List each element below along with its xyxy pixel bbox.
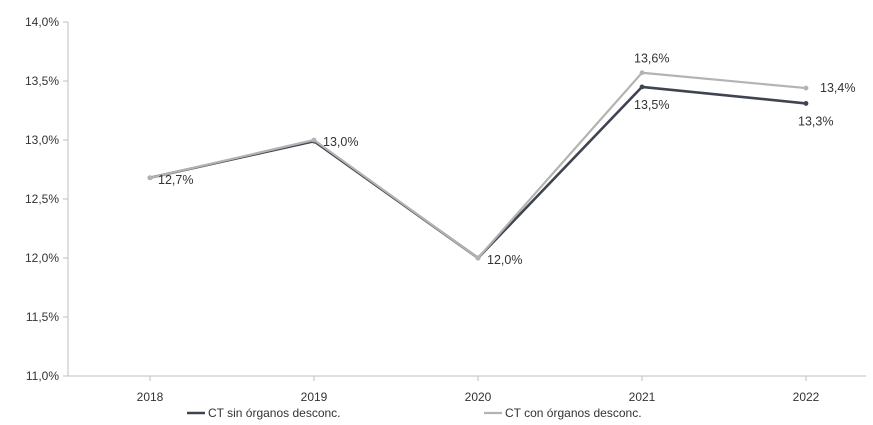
y-tick-label: 13,0% xyxy=(25,133,59,147)
chart-axes xyxy=(67,22,866,377)
y-tick-label: 12,0% xyxy=(25,251,59,265)
y-tick-label: 12,5% xyxy=(25,192,59,206)
series-line-sin-organos xyxy=(149,85,807,260)
x-tick-label: 2021 xyxy=(629,390,656,404)
y-tick-label: 14,0% xyxy=(25,15,59,29)
data-label-sin-organos: 13,3% xyxy=(798,114,833,128)
series-line-con-organos xyxy=(149,71,807,260)
data-labels: 13,5% 13,3% 12,7% 13,0% 12,0% 13,6% 13,4% xyxy=(158,52,855,267)
legend-label-sin-organos: CT sin órganos desconc. xyxy=(208,406,341,420)
data-label-con-organos: 12,0% xyxy=(487,253,522,267)
y-tick-label: 13,5% xyxy=(25,74,59,88)
data-point-con-organos xyxy=(311,137,317,143)
x-tick-label: 2022 xyxy=(793,390,820,404)
x-axis-ticks: 2018 2019 2020 2021 2022 xyxy=(137,376,820,404)
y-tick-label: 11,0% xyxy=(26,369,59,383)
data-label-con-organos: 13,0% xyxy=(323,135,358,149)
data-point-con-organos xyxy=(147,175,153,181)
data-label-con-organos: 12,7% xyxy=(158,173,193,187)
data-label-con-organos: 13,6% xyxy=(634,52,669,66)
y-axis-ticks: 11,0% 11,5% 12,0% 12,5% 13,0% 13,5% 14,0% xyxy=(25,15,68,383)
series-lines xyxy=(147,70,809,261)
legend-label-con-organos: CT con órganos desconc. xyxy=(505,406,642,420)
data-point-sin-organos xyxy=(639,84,645,90)
data-point-sin-organos xyxy=(803,101,809,106)
data-label-con-organos: 13,4% xyxy=(820,81,855,95)
y-tick-label: 11,5% xyxy=(26,310,59,324)
x-tick-label: 2020 xyxy=(465,390,492,404)
data-point-con-organos xyxy=(475,255,481,261)
data-point-con-organos xyxy=(639,70,645,76)
data-label-sin-organos: 13,5% xyxy=(634,98,669,112)
x-tick-label: 2019 xyxy=(301,390,328,404)
x-tick-label: 2018 xyxy=(137,390,164,404)
legend: CT sin órganos desconc. CT con órganos de… xyxy=(187,406,642,420)
data-point-con-organos xyxy=(803,85,809,91)
